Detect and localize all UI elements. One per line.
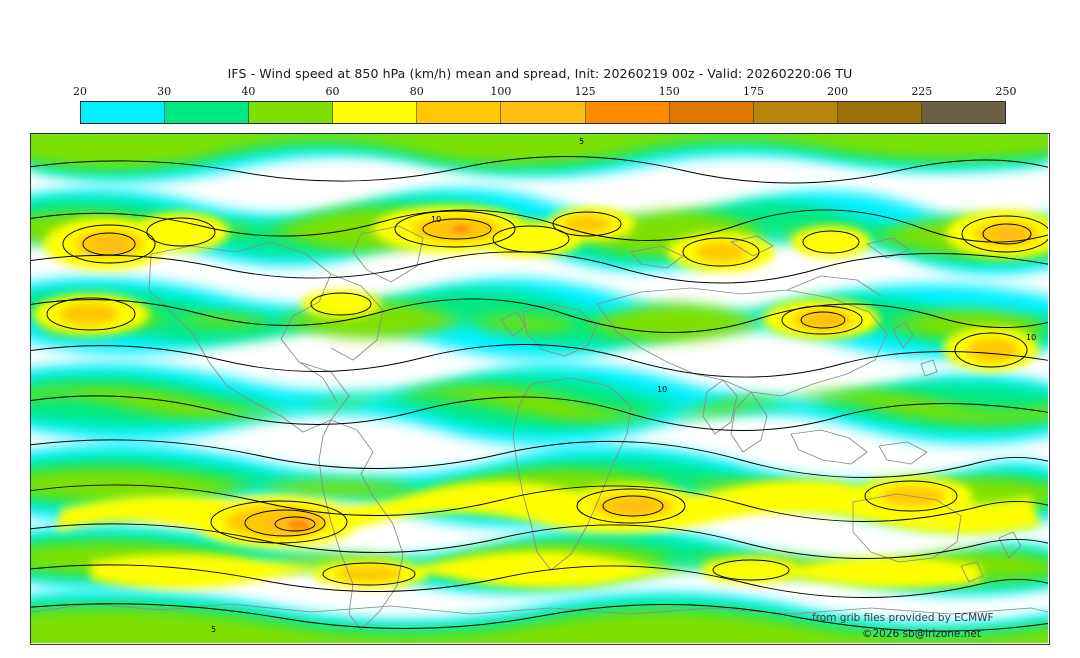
svg-text:10: 10 [431,215,441,224]
colorbar-segment-8 [753,102,838,123]
contour-labels: 5 10 10 10 5 [211,137,1036,634]
colorbar-gradient [80,101,1006,124]
fill-band-orange [288,225,469,530]
colorbar-segment-5 [501,102,586,123]
colorbar-tick-100: 100 [490,85,512,98]
colorbar-tick-250: 250 [995,85,1017,98]
colorbar-tick-125: 125 [574,85,596,98]
colorbar-segment-9 [837,102,922,123]
spread-contours [31,156,1048,632]
colorbar-segment-10 [921,102,1006,123]
colorbar-segment-4 [417,102,502,123]
colorbar-tick-175: 175 [742,85,764,98]
colorbar-tick-60: 60 [325,85,340,98]
map-panel[interactable]: 5 10 10 10 5 [30,133,1050,645]
svg-text:10: 10 [657,385,667,394]
colorbar-tick-20: 20 [73,85,87,98]
chart-title: IFS - Wind speed at 850 hPa (km/h) mean … [227,66,853,81]
colorbar-tick-labels: 20 30 40 60 80 100 125 150 175 200 225 250 [73,85,1017,99]
wind-speed-field: 5 10 10 10 5 [31,134,1048,643]
coastlines [31,225,1048,631]
svg-text:5: 5 [579,137,584,146]
colorbar-segment-6 [585,102,670,123]
svg-text:10: 10 [1026,333,1036,342]
colorbar-segment-1 [165,102,250,123]
colorbar-segment-3 [333,102,418,123]
colorbar-segment-0 [81,102,166,123]
colorbar-tick-200: 200 [827,85,849,98]
colorbar-tick-40: 40 [241,85,256,98]
colorbar-tick-80: 80 [409,85,424,98]
colorbar-tick-225: 225 [911,85,933,98]
colorbar-tick-30: 30 [157,85,172,98]
colorbar-segment-7 [669,102,754,123]
svg-text:5: 5 [211,625,216,634]
colorbar [80,101,1006,124]
colorbar-segment-2 [249,102,334,123]
colorbar-tick-150: 150 [658,85,680,98]
